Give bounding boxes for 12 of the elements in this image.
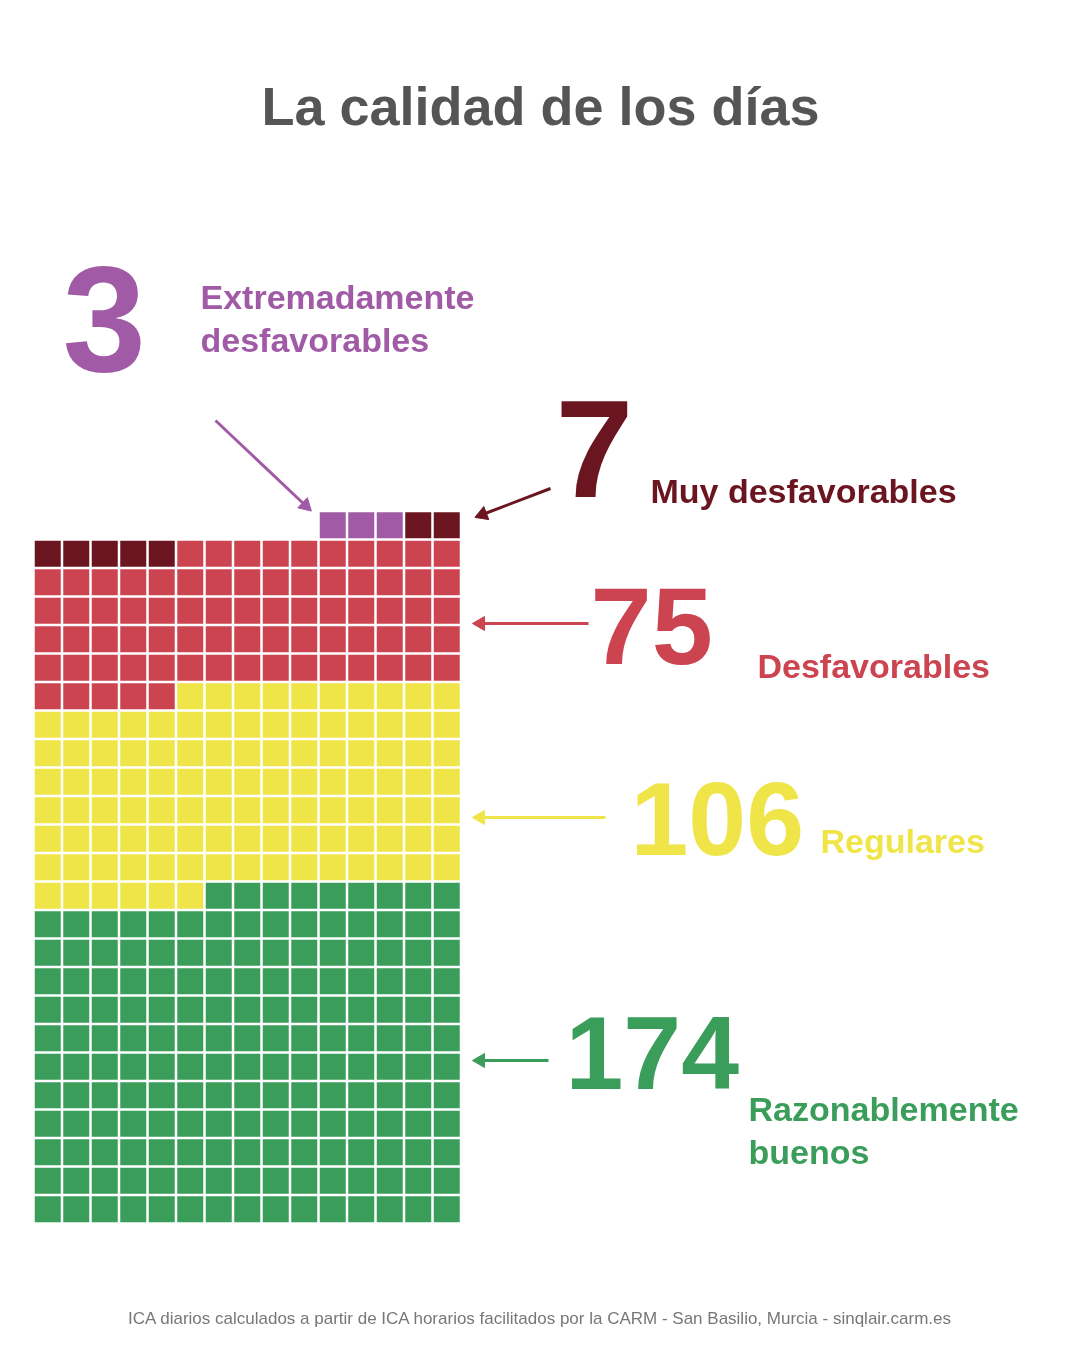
text: ICA diarios calculados a partir de ICA horarios facilitados por la CARM - San Basilio, Murcia - sinqlair.carm.es xyxy=(128,1309,952,1328)
data-label: 106 xyxy=(630,760,805,877)
category-label: Regulares xyxy=(820,821,985,860)
category-label: Razonablemente buenos xyxy=(748,1089,1019,1172)
category-label: Extremadamente desfavorables xyxy=(200,277,475,360)
text: La calidad de los días xyxy=(261,75,820,136)
data-label: 174 xyxy=(565,994,740,1111)
data-label: 3 xyxy=(62,234,146,403)
data-label: 75 xyxy=(590,563,713,687)
data-label: 7 xyxy=(555,369,634,527)
category-label: Muy desfavorables xyxy=(650,471,957,510)
category-label: Desfavorables xyxy=(757,646,990,685)
